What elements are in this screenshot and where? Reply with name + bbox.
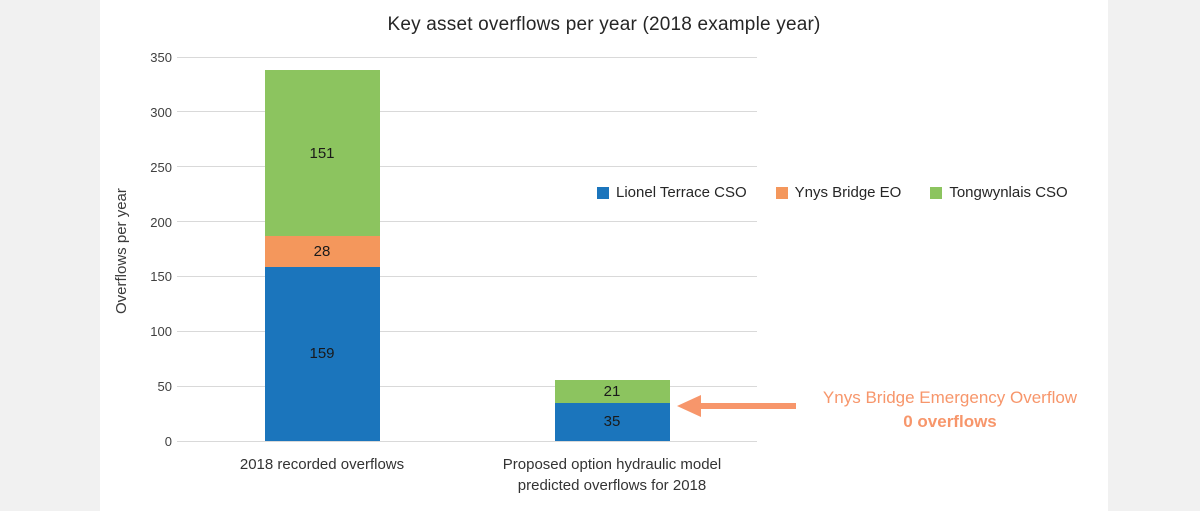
- legend-label: Lionel Terrace CSO: [616, 184, 747, 201]
- data-label: 35: [603, 413, 621, 431]
- y-axis-ticks: 0 50 100 150 200 250 300 350: [100, 50, 172, 449]
- y-tick-label: 50: [157, 379, 172, 395]
- y-tick-label: 250: [150, 159, 172, 175]
- bar-segment-lionel-terrace-cso: 159: [264, 266, 380, 441]
- gridline: [177, 330, 757, 332]
- legend-swatch: [775, 186, 788, 199]
- bar-segment-ynys-bridge-eo: 28: [264, 235, 380, 267]
- legend: Lionel Terrace CSO Ynys Bridge EO Tongwynl…: [597, 184, 1068, 201]
- data-label: 151: [309, 144, 335, 162]
- legend-item: Ynys Bridge EO: [775, 184, 902, 201]
- arrow-left-icon: [677, 395, 701, 417]
- legend-swatch: [930, 186, 943, 199]
- bar-segment-tongwynlais-cso: 151: [264, 70, 380, 236]
- gridline: [177, 221, 757, 223]
- gridline: [177, 56, 757, 58]
- gridline: [177, 275, 757, 277]
- legend-swatch: [597, 186, 609, 199]
- legend-item: Lionel Terrace CSO: [597, 184, 747, 201]
- data-label: 21: [603, 382, 621, 400]
- x-category-label: Proposed option hydraulic model predicte…: [502, 456, 722, 494]
- y-tick-label: 100: [150, 324, 172, 340]
- bar-segment-tongwynlais-cso: 21: [554, 379, 670, 403]
- gridline: [177, 440, 757, 442]
- y-tick-label: 0: [164, 434, 172, 449]
- annotation-line1: Ynys Bridge Emergency Overflow: [822, 388, 1078, 407]
- annotation-line2: 0 overflows: [903, 411, 997, 431]
- legend-item: Tongwynlais CSO: [930, 184, 1068, 201]
- legend-label: Tongwynlais CSO: [949, 184, 1068, 201]
- y-tick-label: 200: [150, 214, 172, 230]
- gridline: [177, 385, 757, 387]
- plot-area: 159 28 151 35 21: [177, 56, 757, 442]
- gridline: [177, 166, 757, 168]
- legend-label: Ynys Bridge EO: [794, 184, 902, 201]
- chart-title: Key asset overflows per year (2018 examp…: [387, 14, 821, 35]
- arrow-shaft: [699, 403, 796, 409]
- data-label: 28: [313, 242, 331, 260]
- annotation: Ynys Bridge Emergency Overflow 0 overflo…: [795, 386, 1105, 434]
- annotation-arrow: [677, 395, 796, 417]
- bar-segment-lionel-terrace-cso: 35: [554, 402, 670, 441]
- x-category-label: 2018 recorded overflows: [239, 456, 405, 473]
- chart-panel: Key asset overflows per year (2018 examp…: [100, 0, 1108, 511]
- gridline: [177, 111, 757, 113]
- y-tick-label: 150: [150, 269, 172, 285]
- y-tick-label: 350: [150, 50, 172, 65]
- y-tick-label: 300: [150, 104, 172, 120]
- data-label: 159: [309, 345, 335, 363]
